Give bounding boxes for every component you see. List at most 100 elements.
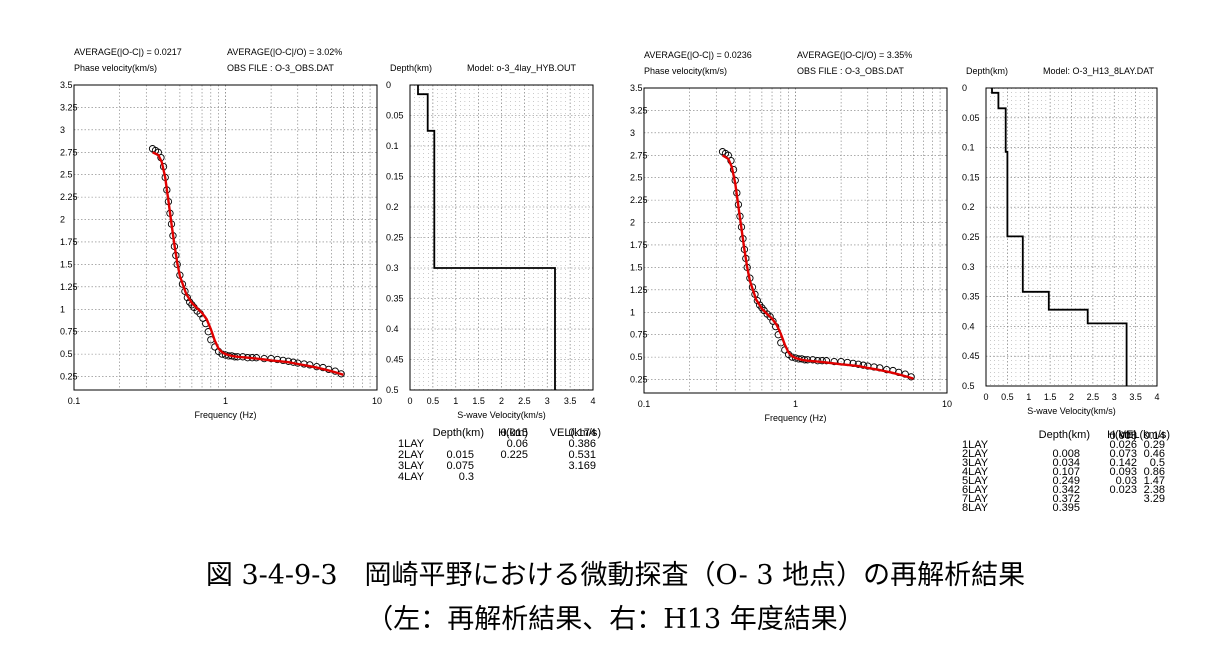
table-cell-velocity: 3.169 — [568, 460, 596, 472]
observed-point — [830, 357, 838, 366]
y-tick-label: 2.75 — [60, 147, 78, 157]
y-tick-label: 0.4 — [962, 321, 975, 331]
x-tick-label: 3 — [545, 396, 550, 406]
layer-table: Depth(km) H(km)VEL(km/s) 1LAY 0.008 0.14 2LAY… — [962, 429, 1170, 514]
y-tick-label: 0.05 — [386, 111, 404, 121]
table-cell-depth: 0.342 — [1052, 484, 1080, 496]
observed-point — [753, 296, 762, 305]
table-cell-velocity: 3.29 — [1144, 493, 1165, 505]
avg-abs-diff: AVERAGE(|O-C|) = 0.0236 — [644, 50, 752, 60]
y-tick-label: 0.45 — [962, 351, 980, 361]
y-tick-label: 3 — [60, 125, 65, 135]
figure: 0.1 1 103.53.2532.752.52.2521.751.51.2510.… — [60, 47, 1170, 514]
y-tick-label: 2.25 — [630, 195, 648, 205]
y-tick-label: 0 — [962, 83, 967, 93]
observed-point — [859, 361, 867, 369]
table-cell-depth: 0.075 — [446, 460, 474, 472]
table-cell-velocity: 0.14 — [1144, 430, 1165, 442]
y-tick-label: 0.25 — [386, 233, 404, 243]
table-cell-velocity: 0.29 — [1144, 439, 1165, 451]
velocity-profile-chart: 0 0.5 1 1.5 2 2.5 3 3.5 400.050.10.150.20.250.30… — [962, 66, 1170, 514]
y-tick-label: 0.5 — [60, 349, 73, 359]
y-tick-label: 3.25 — [630, 105, 648, 115]
table-layer-name: 8LAY — [962, 502, 989, 514]
obs-file-label: OBS FILE : O-3_OBS.DAT — [797, 66, 904, 76]
y-tick-label: 0.2 — [386, 202, 399, 212]
x-tick-label: 1 — [223, 396, 228, 406]
y-tick-label: 0.25 — [962, 232, 980, 242]
x-tick-label: 1.5 — [472, 396, 485, 406]
table-cell-velocity: 0.531 — [568, 449, 596, 461]
table-cell-thickness: 0.093 — [1109, 466, 1137, 478]
model-file-label: Model: o-3_4lay_HYB.OUT — [467, 63, 577, 73]
x-tick-label: 4 — [590, 396, 595, 406]
dispersion-chart: 0.1 1 10 3.5 3.25 3 2.75 2.5 2.25 2 1.75 1.5 1.25 1 0.… — [60, 47, 382, 420]
y-tick-label: 0.35 — [386, 294, 404, 304]
y-tick-label: 2.5 — [630, 173, 643, 183]
x-tick-label: 2.5 — [1087, 392, 1100, 402]
table-cell-depth: 0.372 — [1052, 493, 1080, 505]
table-layer-name: 5LAY — [962, 475, 989, 487]
figure-subcaption: （左：再解析結果、右：H13 年度結果） — [366, 604, 865, 635]
y-tick-label: 1.5 — [630, 262, 643, 272]
y-tick-label: 0.75 — [630, 330, 648, 340]
y-tick-label: 2.5 — [60, 170, 73, 180]
layer-table: Depth(km) H(km) VEL(km/s) 1LAY 0.015 0.174 2LA… — [398, 427, 601, 483]
plot-frame — [73, 84, 378, 391]
x-tick-label: 1 — [793, 399, 798, 409]
y-tick-label: 0 — [386, 80, 391, 90]
observed-point — [854, 360, 863, 368]
x-tick-label: 3 — [1112, 392, 1117, 402]
table-cell-thickness: 0.225 — [500, 449, 528, 461]
y-tick-label: 3.5 — [630, 83, 643, 93]
x-tick-label: 0.1 — [638, 399, 651, 409]
x-tick-label: 1.5 — [1044, 392, 1057, 402]
y-tick-label: 2.75 — [630, 150, 648, 160]
velocity-profile-chart: 0 0.5 1 1.5 2 2.5 3 3.5 400.050.10.150.20.250.30… — [386, 63, 601, 483]
y-tick-label: 0.4 — [386, 324, 399, 334]
table-cell-velocity: 1.47 — [1144, 475, 1165, 487]
table-cell-thickness: 0.142 — [1109, 457, 1137, 469]
model-file-label: Model: O-3_H13_8LAY.DAT — [1043, 66, 1155, 76]
table-cell-thickness: 0.015 — [500, 427, 528, 439]
x-tick-label: 2.5 — [518, 396, 531, 406]
avg-rel-diff: AVERAGE(|O-C|/O) = 3.02% — [227, 47, 342, 57]
x-tick-label: 2 — [1069, 392, 1074, 402]
y-tick-label: 0.15 — [386, 172, 404, 182]
table-layer-name: 2LAY — [962, 448, 989, 460]
table-header-thickness: H(km) — [498, 427, 528, 439]
table-cell-velocity: 0.46 — [1144, 448, 1165, 460]
y-tick-label: 0.1 — [386, 141, 399, 151]
y-tick-label: 2 — [60, 215, 65, 225]
y-tick-label: 2 — [630, 218, 635, 228]
figure-caption: 図 3-4-9-3 岡崎平野における微動探査（O- 3 地点）の再解析結果 — [205, 560, 1026, 591]
x-tick-label: 0.5 — [1001, 392, 1014, 402]
dispersion-chart: 0.1 1 10 3.5 3.25 3 2.75 2.5 2.25 2 1.75 1.5 1.25 1 0.… — [630, 50, 952, 423]
x-tick-label: 3.5 — [564, 396, 577, 406]
avg-abs-diff: AVERAGE(|O-C|) = 0.0217 — [74, 47, 182, 57]
x-tick-label: 3.5 — [1129, 392, 1142, 402]
x-axis-label: Frequency (Hz) — [194, 410, 256, 420]
y-tick-label: 0.1 — [962, 143, 975, 153]
y-tick-label: 0.5 — [386, 385, 399, 395]
x-tick-label: 10 — [942, 399, 952, 409]
table-cell-velocity: 0.386 — [568, 438, 596, 450]
y-tick-label: 1 — [630, 307, 635, 317]
table-cell-depth: 0.107 — [1052, 466, 1080, 478]
x-axis-label: S-wave Velocity(km/s) — [1027, 406, 1116, 416]
y-tick-label: 0.3 — [386, 263, 399, 273]
plot-frame — [409, 84, 594, 391]
table-layer-name: 3LAY — [962, 457, 989, 469]
x-tick-label: 0.1 — [68, 396, 81, 406]
y-tick-label: 0.25 — [60, 372, 78, 382]
x-axis-label: Frequency (Hz) — [764, 413, 826, 423]
avg-rel-diff: AVERAGE(|O-C|/O) = 3.35% — [797, 50, 912, 60]
table-header-velocity: VEL(km/s) — [550, 427, 601, 439]
y-tick-label: 3.25 — [60, 102, 78, 112]
y-tick-label: 1.25 — [630, 285, 648, 295]
table-cell-depth: 0.249 — [1052, 475, 1080, 487]
x-tick-label: 10 — [372, 396, 382, 406]
table-layer-name: 1LAY — [962, 439, 989, 451]
table-cell-depth: 0.395 — [1052, 502, 1080, 514]
table-cell-depth: 0.015 — [446, 449, 474, 461]
